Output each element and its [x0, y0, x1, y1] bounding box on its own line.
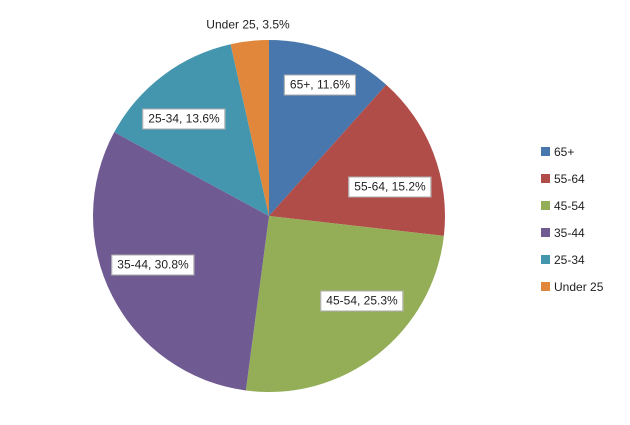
- legend-swatch-under-25: [541, 282, 550, 291]
- legend-swatch-65: [541, 147, 550, 156]
- pie-slice-55-64: [269, 84, 445, 236]
- legend-label-25-34: 25-34: [554, 252, 585, 267]
- pie-slice-45-54: [245, 216, 444, 392]
- legend-item-under-25: Under 25: [541, 278, 603, 295]
- legend-item-45-54: 45-54: [541, 197, 603, 214]
- legend-item-35-44: 35-44: [541, 224, 603, 241]
- legend-item-55-64: 55-64: [541, 170, 603, 187]
- legend-label-45-54: 45-54: [554, 198, 585, 213]
- legend-swatch-25-34: [541, 255, 550, 264]
- legend-label-55-64: 55-64: [554, 171, 585, 186]
- legend-swatch-35-44: [541, 228, 550, 237]
- legend-swatch-55-64: [541, 174, 550, 183]
- legend-label-65: 65+: [554, 144, 575, 159]
- legend-item-65: 65+: [541, 143, 603, 160]
- legend-label-35-44: 35-44: [554, 225, 585, 240]
- legend: 65+ 55-64 45-54 35-44 25-34 Under 25: [541, 143, 603, 305]
- pie-slice-25-34: [114, 44, 269, 217]
- legend-item-25-34: 25-34: [541, 251, 603, 268]
- pie-slice-under-25: [230, 40, 269, 216]
- legend-swatch-45-54: [541, 201, 550, 210]
- legend-label-under-25: Under 25: [554, 279, 604, 294]
